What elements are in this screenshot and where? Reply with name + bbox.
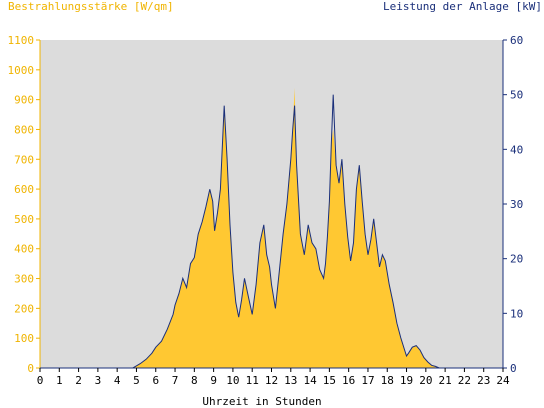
x-tick-label: 20 [419,374,432,387]
x-tick-label: 18 [381,374,394,387]
x-tick-label: 8 [191,374,198,387]
left-tick-label: 400 [14,243,34,256]
x-tick-label: 0 [37,374,44,387]
x-tick-label: 15 [323,374,336,387]
right-tick-label: 20 [510,253,523,266]
x-tick-label: 19 [400,374,413,387]
left-tick-label: 700 [14,153,34,166]
x-tick-label: 17 [361,374,374,387]
left-tick-label: 0 [27,362,34,375]
x-tick-label: 16 [342,374,355,387]
x-tick-label: 1 [56,374,63,387]
left-axis-title: Bestrahlungsstärke [W/qm] [8,0,174,13]
left-tick-label: 800 [14,123,34,136]
right-tick-label: 60 [510,34,523,47]
power-line [40,94,503,369]
x-tick-label: 22 [458,374,471,387]
x-tick-label: 23 [477,374,490,387]
x-tick-label: 14 [303,374,317,387]
x-axis-title: Uhrzeit in Stunden [202,395,322,408]
x-tick-label: 11 [246,374,259,387]
x-tick-label: 12 [265,374,278,387]
right-tick-label: 30 [510,198,523,211]
right-axis-title: Leistung der Anlage [kW] [383,0,542,13]
irradiance-area [40,87,503,368]
left-tick-label: 300 [14,273,34,286]
right-tick-label: 50 [510,89,523,102]
x-tick-label: 7 [172,374,179,387]
right-tick-label: 10 [510,307,523,320]
left-tick-label: 1000 [8,64,35,77]
x-tick-label: 13 [284,374,297,387]
x-tick-label: 24 [496,374,510,387]
x-tick-label: 4 [114,374,121,387]
x-tick-label: 10 [226,374,239,387]
x-tick-label: 5 [133,374,140,387]
x-tick-label: 2 [75,374,82,387]
x-tick-label: 3 [95,374,102,387]
right-tick-label: 40 [510,143,523,156]
left-tick-label: 600 [14,183,34,196]
x-tick-label: 6 [152,374,159,387]
left-tick-label: 900 [14,94,34,107]
left-tick-label: 500 [14,213,34,226]
left-tick-label: 200 [14,302,34,315]
right-tick-label: 0 [510,362,517,375]
left-tick-label: 100 [14,332,34,345]
left-tick-label: 1100 [8,34,35,47]
x-tick-label: 21 [439,374,452,387]
x-tick-label: 9 [210,374,217,387]
